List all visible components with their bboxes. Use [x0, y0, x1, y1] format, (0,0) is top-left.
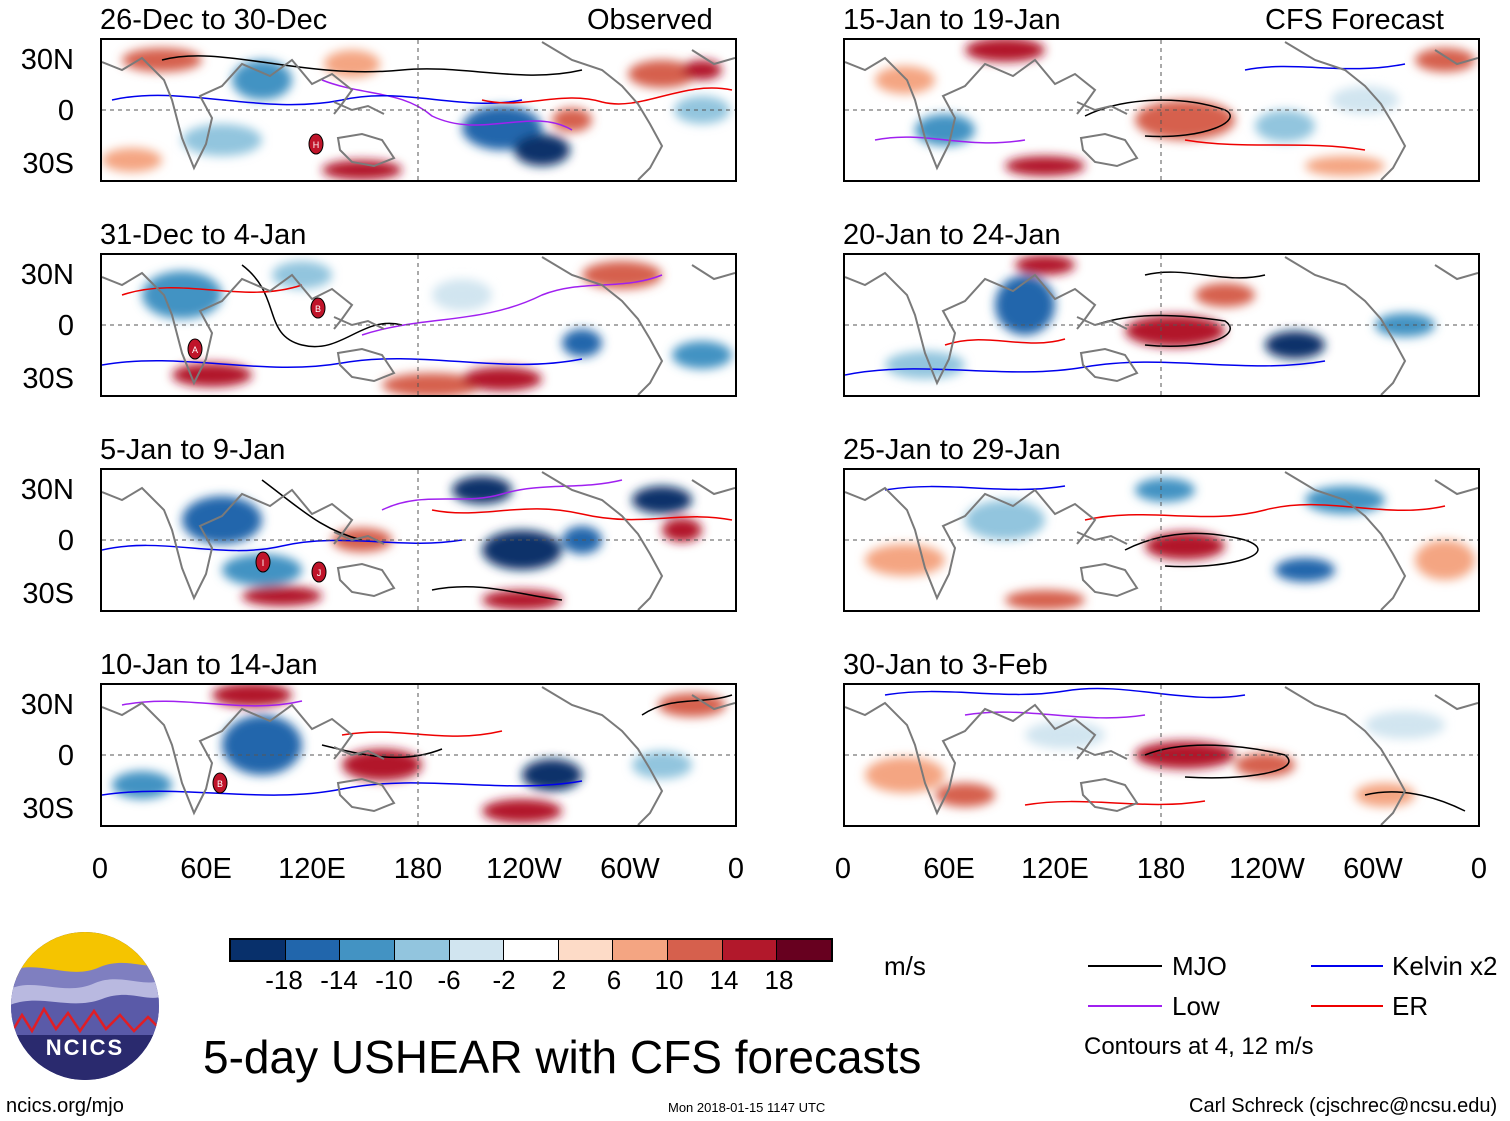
legend-label-er: ER: [1392, 991, 1429, 1021]
lon-label: 60E: [180, 853, 232, 885]
colorbar-label: 6: [606, 965, 622, 995]
legend-line-low: [1088, 1005, 1162, 1007]
map-panel-3: [100, 468, 737, 612]
colorbar-swatch: [504, 940, 559, 960]
storm-marker: B: [310, 297, 326, 324]
storm-label: J: [317, 568, 322, 578]
colorbar-swatch: [777, 940, 832, 960]
lon-label: 120W: [486, 853, 562, 885]
colorbar-swatch: [668, 940, 723, 960]
lat-label-30n: 30N: [20, 44, 74, 76]
footer-timestamp: Mon 2018-01-15 1147 UTC: [668, 1100, 826, 1115]
footer-url[interactable]: ncics.org/mjo: [6, 1095, 124, 1117]
colorbar-swatch: [394, 940, 450, 960]
lat-label-30s: 30S: [22, 793, 74, 825]
colorbar-label: -14: [320, 965, 358, 995]
map-panel-1: [100, 38, 737, 182]
colorbar-label: 2: [551, 965, 567, 995]
colorbar-swatch: [231, 940, 286, 960]
lat-label-30s: 30S: [22, 578, 74, 610]
lon-label: 60E: [923, 853, 975, 885]
colorbar-swatch: [449, 940, 505, 960]
lat-label-eq: 0: [57, 740, 74, 772]
storm-marker: J: [311, 561, 327, 588]
panel-title-5: 15-Jan to 19-Jan: [843, 4, 1061, 36]
colorbar-label: 10: [654, 965, 684, 995]
legend-note: Contours at 4, 12 m/s: [1084, 1033, 1314, 1060]
storm-label: B: [217, 779, 223, 789]
lat-label-eq: 0: [57, 525, 74, 557]
panel-title-6: 20-Jan to 24-Jan: [843, 219, 1061, 251]
panel-title-7: 25-Jan to 29-Jan: [843, 434, 1061, 466]
lon-label: 60W: [600, 853, 660, 885]
legend-line-mjo: [1088, 965, 1162, 967]
panel-title-3: 5-Jan to 9-Jan: [100, 434, 286, 466]
storm-marker: B: [212, 772, 228, 799]
lon-label: 120W: [1229, 853, 1305, 885]
storm-marker: A: [187, 338, 203, 365]
ncics-logo: NCICS: [10, 931, 160, 1081]
map-panel-8: [843, 683, 1480, 827]
map-panel-7: [843, 468, 1480, 612]
footer-credit: Carl Schreck (cjschrec@ncsu.edu): [1189, 1095, 1498, 1117]
map-panel-4: [100, 683, 737, 827]
lat-label-eq: 0: [57, 310, 74, 342]
map-panel-5: [843, 38, 1480, 182]
colorbar-label: -18: [265, 965, 303, 995]
lon-label: 120E: [1021, 853, 1089, 885]
lat-label-30n: 30N: [20, 474, 74, 506]
lat-label-30n: 30N: [20, 259, 74, 291]
map-panel-2: [100, 253, 737, 397]
storm-label: A: [192, 345, 198, 355]
legend-line-er: [1311, 1005, 1383, 1007]
storm-label: B: [315, 304, 321, 314]
lon-label: 0: [834, 853, 852, 885]
panel-tag-observed: Observed: [587, 4, 713, 36]
lon-label: 0: [727, 853, 745, 885]
lat-label-30s: 30S: [22, 363, 74, 395]
panel-title-2: 31-Dec to 4-Jan: [100, 219, 307, 251]
storm-marker: H: [308, 133, 324, 160]
lat-label-30n: 30N: [20, 689, 74, 721]
colorbar-label: 14: [709, 965, 739, 995]
lon-label: 0: [1470, 853, 1488, 885]
legend-label-mjo: MJO: [1172, 951, 1227, 981]
lon-label: 180: [393, 853, 443, 885]
colorbar-units: m/s: [884, 951, 926, 981]
colorbar-swatch: [613, 940, 669, 960]
colorbar-swatch: [340, 940, 395, 960]
storm-label: H: [313, 140, 320, 150]
colorbar-swatch: [285, 940, 341, 960]
lat-label-eq: 0: [57, 95, 74, 127]
legend-line-kelvin: [1311, 965, 1383, 967]
storm-marker: I: [255, 551, 271, 578]
lat-label-30s: 30S: [22, 148, 74, 180]
logo-text: NCICS: [46, 1035, 124, 1060]
panel-title-1: 26-Dec to 30-Dec: [100, 4, 328, 36]
colorbar-label: -6: [437, 965, 461, 995]
main-title: 5-day USHEAR with CFS forecasts: [203, 1031, 922, 1083]
panel-title-4: 10-Jan to 14-Jan: [100, 649, 318, 681]
legend-label-low: Low: [1172, 991, 1220, 1021]
panel-tag-cfs-forecast: CFS Forecast: [1265, 4, 1444, 36]
lon-label: 0: [91, 853, 109, 885]
lon-label: 120E: [278, 853, 346, 885]
lon-label: 180: [1136, 853, 1186, 885]
legend-label-kelvin: Kelvin x2: [1392, 951, 1498, 981]
colorbar: [229, 938, 833, 962]
lon-label: 60W: [1343, 853, 1403, 885]
colorbar-swatch: [558, 940, 614, 960]
panel-title-8: 30-Jan to 3-Feb: [843, 649, 1048, 681]
colorbar-label: -10: [375, 965, 413, 995]
colorbar-label: -2: [492, 965, 516, 995]
storm-label: I: [262, 558, 265, 568]
map-panel-6: [843, 253, 1480, 397]
colorbar-label: 18: [764, 965, 794, 995]
colorbar-swatch: [722, 940, 778, 960]
